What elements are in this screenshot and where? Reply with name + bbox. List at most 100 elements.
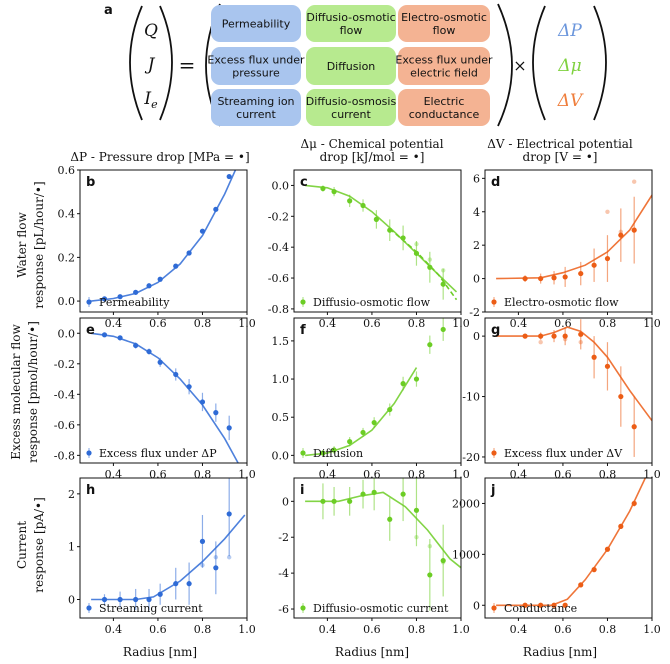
panel-letter-e: e — [86, 323, 95, 338]
data-point — [591, 567, 597, 573]
matrix-cell-label: Excess flux under electric field — [395, 54, 493, 80]
data-point — [400, 381, 406, 387]
data-point — [360, 429, 366, 436]
data-point — [146, 348, 152, 355]
data-point — [133, 342, 139, 349]
data-point — [387, 516, 393, 522]
matrix-cell-bg — [211, 47, 301, 85]
data-point — [213, 206, 219, 212]
fit-curve — [496, 326, 652, 422]
data-point — [522, 602, 528, 608]
x-tick-label: 0.6 — [149, 468, 167, 481]
matrix-cell-bg — [306, 47, 396, 85]
matrix-cell-bg — [306, 89, 396, 126]
y-tick-label: 0.0 — [58, 327, 76, 340]
data-point — [413, 376, 420, 382]
data-point — [562, 274, 568, 280]
rhs-delta-p: ΔP — [557, 21, 582, 41]
fit-curve — [305, 367, 418, 457]
row-label-current: Current response [pA/•] — [15, 497, 46, 593]
y-tick-label: -0.2 — [54, 358, 75, 371]
data-point — [133, 596, 139, 603]
y-tick-label: 0 — [473, 599, 480, 612]
y-tick-label: -20 — [462, 451, 480, 464]
faded-point — [605, 209, 610, 214]
matrix-cell-label: Diffusio-osmosis current — [306, 95, 397, 121]
y-tick-label: -0.6 — [268, 272, 289, 285]
data-point — [618, 393, 624, 400]
y-tick-label: -4 — [278, 567, 289, 580]
data-point — [551, 275, 557, 281]
data-point — [538, 333, 544, 339]
data-point — [146, 596, 152, 603]
data-point — [578, 582, 584, 588]
axes-frame — [484, 317, 653, 464]
axes-frame — [79, 317, 248, 464]
panel-letter-c: c — [300, 175, 308, 190]
data-point — [618, 232, 624, 238]
lhs-j: J — [145, 55, 156, 75]
axes-frame — [79, 169, 248, 313]
y-tick-label: -0.8 — [268, 303, 289, 316]
data-point — [226, 511, 232, 517]
data-point — [186, 384, 192, 390]
plot-area — [305, 184, 458, 301]
data-point — [400, 235, 406, 241]
data-point — [413, 507, 420, 513]
data-point — [226, 173, 232, 180]
data-point — [631, 424, 637, 430]
x-tick-label: 0.8 — [408, 623, 426, 636]
data-point — [551, 602, 557, 608]
fit-curve — [90, 332, 239, 463]
fit-curve — [496, 194, 652, 280]
x-tick-label: 0.4 — [105, 468, 123, 481]
y-tick-label: 2000 — [452, 497, 480, 510]
column-title-chemical: Δμ - Chemical potential drop [kJ/mol = •] — [300, 137, 443, 164]
y-tick-label: 0 — [473, 330, 480, 343]
data-point — [101, 332, 108, 338]
data-point — [631, 227, 637, 233]
data-point — [551, 333, 557, 339]
legend-label: Electro-osmotic flow — [504, 296, 619, 309]
matrix-cell-bg — [211, 5, 301, 42]
data-point — [173, 371, 179, 378]
panel-c: 0.0-0.2-0.4-0.6-0.80.4 0.6 0.8 1.0cDiffusio… — [268, 169, 470, 330]
plot-area — [496, 319, 652, 457]
data-point — [213, 565, 219, 571]
matrix-cell-label: Excess flux under pressure — [207, 54, 305, 80]
rhs-right-paren — [593, 5, 607, 121]
y-tick-label: 2 — [68, 488, 75, 501]
panel-letter-b: b — [86, 175, 95, 190]
x-tick-label: 0.6 — [149, 317, 167, 330]
panel-i: 0 -2 -4 -6 0.4 0.6 0.8 1.0 i Diffusio-osmotic cur… — [278, 477, 470, 636]
fit-curve — [91, 514, 246, 601]
axes-frame — [484, 169, 653, 313]
data-point — [538, 602, 544, 608]
y-tick-label: 0.0 — [272, 449, 290, 462]
xlabel-col2: Radius [nm] — [335, 645, 409, 659]
y-tick-label: 0 — [473, 273, 480, 286]
matrix-cell-label: Electro-osmotic flow — [401, 11, 487, 37]
data-point — [522, 275, 528, 282]
row-label-water: Water flow response [pL/hour/•] — [15, 181, 46, 308]
y-tick-label: 0.0 — [58, 295, 76, 308]
x-tick-label: 0.4 — [319, 623, 337, 636]
panel-letter-a: a — [104, 3, 113, 18]
data-point — [157, 591, 163, 597]
panel-letter-d: d — [491, 175, 500, 190]
plot-area — [90, 332, 239, 463]
matrix-cell-bg — [306, 5, 396, 42]
y-tick-label: 0.4 — [58, 208, 76, 221]
x-tick-label: 0.6 — [363, 317, 381, 330]
plot-area — [305, 318, 446, 457]
data-point — [117, 596, 123, 603]
panel-letter-j: j — [490, 483, 495, 498]
data-point — [226, 425, 232, 431]
equals-sign: = — [179, 53, 196, 77]
plot-area — [496, 179, 652, 287]
x-tick-label: 1.0 — [238, 623, 256, 636]
legend-label: Diffusio-osmotic flow — [313, 296, 431, 309]
data-point — [538, 275, 544, 282]
